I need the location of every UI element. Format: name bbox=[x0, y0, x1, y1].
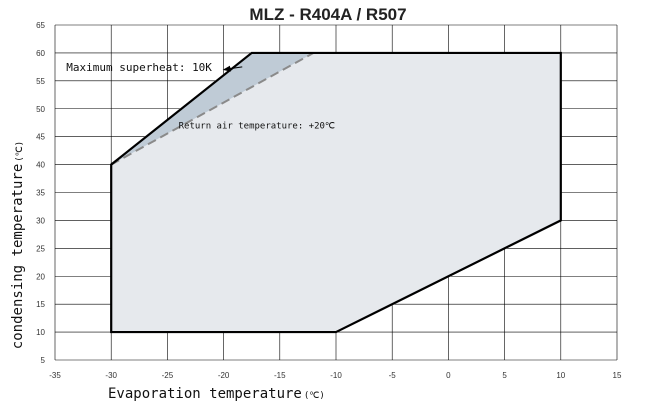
x-tick-label: -25 bbox=[162, 371, 174, 380]
y-tick-label: 50 bbox=[36, 105, 45, 114]
x-tick-label: -10 bbox=[330, 371, 342, 380]
y-tick-label: 45 bbox=[36, 133, 45, 142]
envelope-fill bbox=[111, 52, 561, 333]
x-tick-label: -20 bbox=[218, 371, 230, 380]
x-tick-label: 5 bbox=[502, 371, 507, 380]
x-axis-label: Evaporation temperature (℃) bbox=[108, 386, 325, 402]
x-tick-label: 10 bbox=[556, 371, 565, 380]
annotation-max-superheat: Maximum superheat: 10K bbox=[66, 61, 212, 74]
x-tick-label: -5 bbox=[389, 371, 397, 380]
x-tick-label: -15 bbox=[274, 371, 286, 380]
y-tick-label: 30 bbox=[36, 216, 45, 225]
chart-title: MLZ - R404A / R507 bbox=[249, 5, 406, 24]
y-tick-label: 5 bbox=[41, 356, 46, 365]
y-tick-label: 60 bbox=[36, 49, 45, 58]
y-axis-label: condensing temperature(℃) bbox=[10, 141, 26, 349]
y-tick-label: 55 bbox=[36, 77, 45, 86]
y-tick-label: 35 bbox=[36, 189, 45, 198]
y-tick-label: 10 bbox=[36, 328, 45, 337]
y-tick-label: 20 bbox=[36, 272, 45, 281]
x-tick-label: -35 bbox=[49, 371, 61, 380]
x-tick-label: 0 bbox=[446, 371, 451, 380]
y-tick-label: 15 bbox=[36, 300, 45, 309]
return-air-dashed-line bbox=[110, 52, 315, 166]
y-tick-label: 25 bbox=[36, 244, 45, 253]
y-tick-label: 65 bbox=[36, 21, 45, 30]
tick-labels: -35 -30 -25 -20 -15 -10 -5 0 5 10 15 5 10 15 20 25 30 35 4… bbox=[36, 21, 622, 380]
annotation-arrow bbox=[222, 65, 243, 72]
envelope-outline bbox=[110, 51, 562, 334]
envelope-area bbox=[110, 51, 562, 334]
annotations: Maximum superheat: 10K Return air tempera… bbox=[66, 61, 335, 132]
x-tick-label: -30 bbox=[105, 371, 117, 380]
y-tick-label: 40 bbox=[36, 161, 45, 170]
x-tick-label: 15 bbox=[613, 371, 622, 380]
annotation-return-air: Return air temperature: +20℃ bbox=[179, 122, 335, 132]
